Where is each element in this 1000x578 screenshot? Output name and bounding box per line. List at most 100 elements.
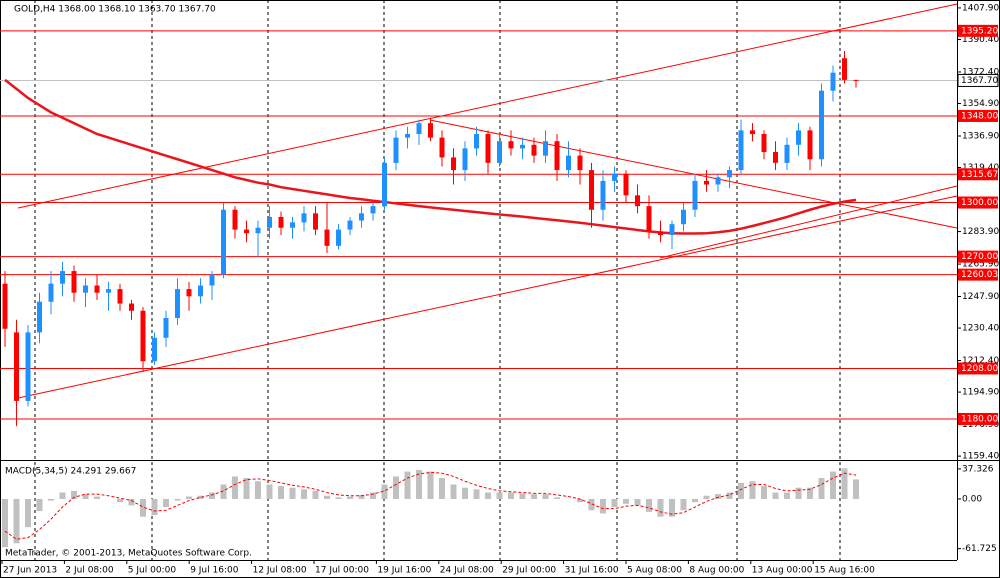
- x-tick-label: 13 Aug 00:00: [752, 566, 813, 576]
- macd-bar: [82, 494, 89, 499]
- macd-bar: [94, 496, 100, 499]
- y-tick-label: 1212.40: [962, 356, 999, 366]
- macd-bar: [519, 493, 526, 499]
- macd-bar: [669, 498, 675, 517]
- candle-body: [520, 144, 525, 149]
- candle-body: [681, 209, 686, 225]
- candle-body: [48, 283, 54, 302]
- symbol-header: GOLD,H4 1368.00 1368.10 1363.70 1367.70: [14, 5, 216, 15]
- y-tick-label: 1159.40: [962, 452, 999, 462]
- candle-body: [830, 72, 836, 91]
- candle-body: [554, 141, 560, 171]
- candle-body: [140, 310, 146, 362]
- macd-bar: [370, 492, 376, 499]
- level-label: 1208.00: [961, 364, 998, 374]
- macd-bar: [542, 494, 549, 499]
- macd-bar: [577, 498, 583, 503]
- x-tick-label: 2 Jul 08:00: [65, 566, 114, 576]
- macd-bar: [278, 486, 284, 499]
- macd-bar: [841, 468, 848, 499]
- macd-bar: [243, 478, 250, 499]
- macd-bar: [830, 471, 836, 499]
- candle-body: [750, 130, 755, 135]
- candle-body: [83, 285, 88, 293]
- level-label: 1180.00: [961, 414, 998, 424]
- candle-body: [244, 229, 249, 234]
- macd-signal: [4, 471, 857, 540]
- macd-bar: [473, 489, 480, 499]
- candle-body: [462, 148, 468, 171]
- level-label: 1270.00: [961, 252, 998, 262]
- macd-bar: [795, 487, 802, 499]
- candle-body: [416, 123, 422, 135]
- macd-bar: [128, 498, 135, 506]
- macd-bar: [59, 492, 66, 499]
- macd-bar: [381, 484, 388, 499]
- macd-bar: [853, 479, 859, 499]
- candle-body: [60, 271, 65, 284]
- macd-bar: [715, 494, 721, 499]
- candle-body: [692, 180, 698, 210]
- macd-bar: [289, 487, 296, 499]
- candle-body: [2, 283, 8, 329]
- candle-body: [94, 285, 100, 293]
- macd-bar: [404, 471, 411, 499]
- moving-average: [4, 78, 857, 235]
- macd-bar: [450, 484, 457, 499]
- macd-bar: [416, 469, 422, 499]
- macd-bar: [186, 496, 192, 499]
- macd-bar: [140, 498, 146, 517]
- macd-bar: [301, 489, 307, 499]
- macd-bar: [646, 498, 652, 512]
- macd-bar: [531, 494, 537, 499]
- candle-body: [313, 213, 318, 230]
- level-box: [958, 362, 998, 375]
- candle-body: [117, 289, 123, 304]
- macd-bar: [358, 494, 365, 499]
- macd-bar: [266, 484, 273, 499]
- candle-body: [347, 220, 353, 230]
- candle-body: [704, 180, 709, 185]
- macd-bar: [335, 497, 342, 499]
- trend-line: [17, 195, 958, 399]
- candle-body: [393, 137, 399, 163]
- macd-bar: [25, 498, 31, 528]
- x-tick-label: 5 Aug 08:00: [627, 566, 682, 576]
- macd-bar: [174, 498, 181, 501]
- candle-body: [784, 144, 790, 163]
- y-tick-label: 1319.40: [962, 163, 999, 173]
- macd-bar: [347, 496, 353, 499]
- candle-body: [129, 303, 134, 311]
- candle-body: [359, 213, 364, 221]
- candle-body: [761, 134, 767, 153]
- candle-body: [508, 141, 514, 149]
- y-tick-label: 1407.90: [962, 3, 999, 13]
- macd-bar: [197, 495, 204, 499]
- candle-body: [451, 157, 456, 171]
- candle-body: [267, 216, 272, 228]
- macd-tick-label: 0.00: [962, 494, 982, 504]
- macd-header: MACD(5,34,5) 24.291 29.667: [5, 467, 136, 477]
- candle-body: [773, 152, 778, 163]
- macd-bar: [749, 481, 756, 499]
- x-tick-label: 19 Jul 16:00: [377, 566, 431, 576]
- y-tick-label: 1336.90: [962, 131, 999, 141]
- macd-bar: [784, 492, 790, 499]
- candle-body: [232, 209, 238, 230]
- x-tick-label: 15 Aug 16:00: [814, 566, 875, 576]
- level-label: 1260.03: [961, 270, 998, 280]
- x-tick-label: 27 Jun 2013: [3, 566, 57, 576]
- macd-bar: [772, 492, 779, 499]
- candle-body: [301, 213, 307, 223]
- candle-body: [25, 332, 31, 401]
- candle-body: [175, 289, 180, 318]
- macd-bar: [209, 492, 215, 499]
- current-price-label: 1367.70: [961, 76, 998, 86]
- y-tick-label: 1354.90: [962, 99, 999, 109]
- candle-body: [186, 289, 192, 297]
- candle-body: [439, 137, 445, 158]
- macd-bar: [220, 484, 227, 499]
- macd-bar: [462, 487, 468, 499]
- candle-body: [600, 180, 606, 210]
- candle-body: [278, 216, 284, 228]
